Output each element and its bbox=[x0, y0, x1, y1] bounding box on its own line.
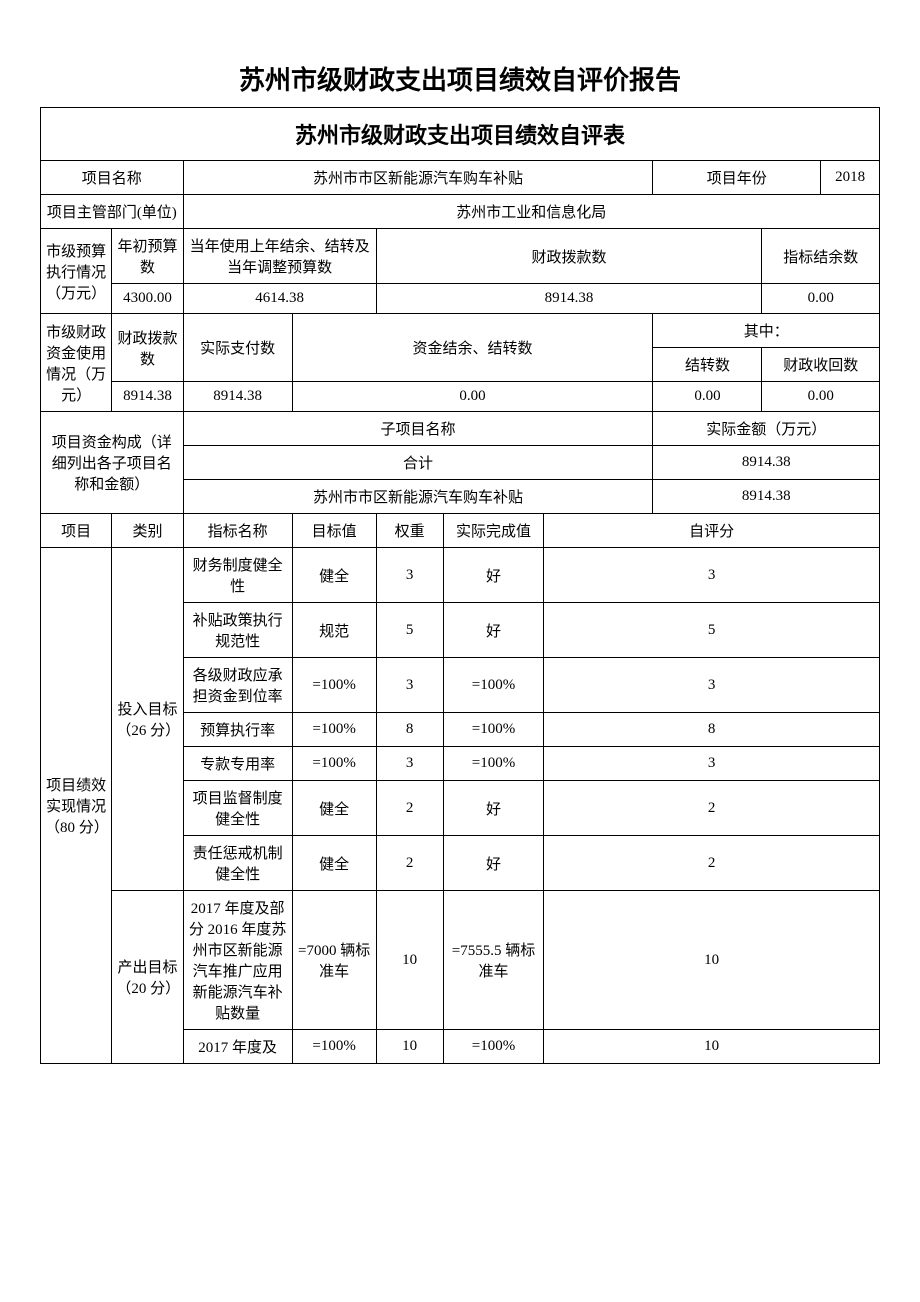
project-name-label: 项目名称 bbox=[41, 161, 184, 195]
project-name-value: 苏州市市区新能源汽车购车补贴 bbox=[183, 161, 653, 195]
perf-section-label: 项目绩效实现情况（80 分） bbox=[41, 548, 112, 1064]
indicator-name: 专款专用率 bbox=[183, 747, 292, 781]
col-project: 项目 bbox=[41, 514, 112, 548]
project-year-value: 2018 bbox=[821, 161, 880, 195]
fund-usage-label: 市级财政资金使用情况（万元） bbox=[41, 314, 112, 412]
indicator-weight: 2 bbox=[376, 781, 443, 836]
indicator-actual: 好 bbox=[443, 603, 544, 658]
indicator-score: 2 bbox=[544, 781, 880, 836]
col-target: 目标值 bbox=[292, 514, 376, 548]
indicator-actual: 好 bbox=[443, 836, 544, 891]
indicator-score: 5 bbox=[544, 603, 880, 658]
indicator-actual: 好 bbox=[443, 548, 544, 603]
indicator-weight: 10 bbox=[376, 1030, 443, 1064]
indicator-name: 责任惩戒机制健全性 bbox=[183, 836, 292, 891]
report-title: 苏州市级财政支出项目绩效自评价报告 bbox=[40, 60, 880, 97]
indicator-actual: =100% bbox=[443, 713, 544, 747]
initial-budget-value: 4300.00 bbox=[112, 284, 183, 314]
indicator-target: 健全 bbox=[292, 781, 376, 836]
adjusted-budget-value: 4614.38 bbox=[183, 284, 376, 314]
indicator-target: =100% bbox=[292, 658, 376, 713]
col-weight: 权重 bbox=[376, 514, 443, 548]
indicator-name: 项目监督制度健全性 bbox=[183, 781, 292, 836]
indicator-weight: 3 bbox=[376, 658, 443, 713]
dept-value: 苏州市工业和信息化局 bbox=[183, 195, 879, 229]
indicator-target: =100% bbox=[292, 1030, 376, 1064]
recovery-label: 财政收回数 bbox=[762, 348, 880, 382]
of-which-label: 其中： bbox=[653, 314, 880, 348]
transfer-value: 0.00 bbox=[653, 382, 762, 412]
adjusted-budget-label: 当年使用上年结余、结转及当年调整预算数 bbox=[183, 229, 376, 284]
indicator-score: 10 bbox=[544, 1030, 880, 1064]
composition-item-name: 苏州市市区新能源汽车购车补贴 bbox=[183, 480, 653, 514]
indicator-name: 2017 年度及部分 2016 年度苏州市区新能源汽车推广应用新能源汽车补贴数量 bbox=[183, 891, 292, 1030]
indicator-target: =100% bbox=[292, 747, 376, 781]
subproject-label: 子项目名称 bbox=[183, 412, 653, 446]
indicator-name: 各级财政应承担资金到位率 bbox=[183, 658, 292, 713]
allocation-label: 财政拨款数 bbox=[112, 314, 183, 382]
indicator-weight: 5 bbox=[376, 603, 443, 658]
index-balance-label: 指标结余数 bbox=[762, 229, 880, 284]
indicator-actual: =100% bbox=[443, 747, 544, 781]
indicator-name: 财务制度健全性 bbox=[183, 548, 292, 603]
amount-label: 实际金额（万元） bbox=[653, 412, 880, 446]
indicator-name: 2017 年度及 bbox=[183, 1030, 292, 1064]
fiscal-allocation-value: 8914.38 bbox=[376, 284, 762, 314]
initial-budget-label: 年初预算数 bbox=[112, 229, 183, 284]
allocation-value: 8914.38 bbox=[112, 382, 183, 412]
output-target-label: 产出目标（20 分） bbox=[112, 891, 183, 1064]
indicator-score: 3 bbox=[544, 747, 880, 781]
input-target-label: 投入目标（26 分） bbox=[112, 548, 183, 891]
composition-item-value: 8914.38 bbox=[653, 480, 880, 514]
indicator-score: 8 bbox=[544, 713, 880, 747]
indicator-actual: 好 bbox=[443, 781, 544, 836]
indicator-weight: 8 bbox=[376, 713, 443, 747]
indicator-score: 3 bbox=[544, 548, 880, 603]
fund-composition-label: 项目资金构成（详细列出各子项目名称和金额） bbox=[41, 412, 184, 514]
transfer-label: 结转数 bbox=[653, 348, 762, 382]
indicator-weight: 10 bbox=[376, 891, 443, 1030]
col-indicator: 指标名称 bbox=[183, 514, 292, 548]
col-score: 自评分 bbox=[544, 514, 880, 548]
indicator-target: =100% bbox=[292, 713, 376, 747]
indicator-name: 预算执行率 bbox=[183, 713, 292, 747]
total-value: 8914.38 bbox=[653, 446, 880, 480]
indicator-weight: 3 bbox=[376, 747, 443, 781]
table-title: 苏州市级财政支出项目绩效自评表 bbox=[41, 108, 880, 161]
col-actual: 实际完成值 bbox=[443, 514, 544, 548]
indicator-score: 2 bbox=[544, 836, 880, 891]
indicator-weight: 2 bbox=[376, 836, 443, 891]
indicator-actual: =100% bbox=[443, 658, 544, 713]
dept-label: 项目主管部门(单位) bbox=[41, 195, 184, 229]
actual-payment-label: 实际支付数 bbox=[183, 314, 292, 382]
col-category: 类别 bbox=[112, 514, 183, 548]
indicator-actual: =100% bbox=[443, 1030, 544, 1064]
indicator-target: =7000 辆标准车 bbox=[292, 891, 376, 1030]
actual-payment-value: 8914.38 bbox=[183, 382, 292, 412]
budget-exec-label: 市级预算执行情况（万元） bbox=[41, 229, 112, 314]
indicator-score: 10 bbox=[544, 891, 880, 1030]
recovery-value: 0.00 bbox=[762, 382, 880, 412]
balance-transfer-label: 资金结余、结转数 bbox=[292, 314, 653, 382]
fiscal-allocation-label: 财政拨款数 bbox=[376, 229, 762, 284]
balance-transfer-value: 0.00 bbox=[292, 382, 653, 412]
indicator-actual: =7555.5 辆标准车 bbox=[443, 891, 544, 1030]
indicator-score: 3 bbox=[544, 658, 880, 713]
project-year-label: 项目年份 bbox=[653, 161, 821, 195]
indicator-weight: 3 bbox=[376, 548, 443, 603]
index-balance-value: 0.00 bbox=[762, 284, 880, 314]
indicator-target: 健全 bbox=[292, 836, 376, 891]
indicator-name: 补贴政策执行规范性 bbox=[183, 603, 292, 658]
evaluation-table: 苏州市级财政支出项目绩效自评表 项目名称 苏州市市区新能源汽车购车补贴 项目年份… bbox=[40, 107, 880, 1064]
indicator-target: 健全 bbox=[292, 548, 376, 603]
total-label: 合计 bbox=[183, 446, 653, 480]
indicator-target: 规范 bbox=[292, 603, 376, 658]
